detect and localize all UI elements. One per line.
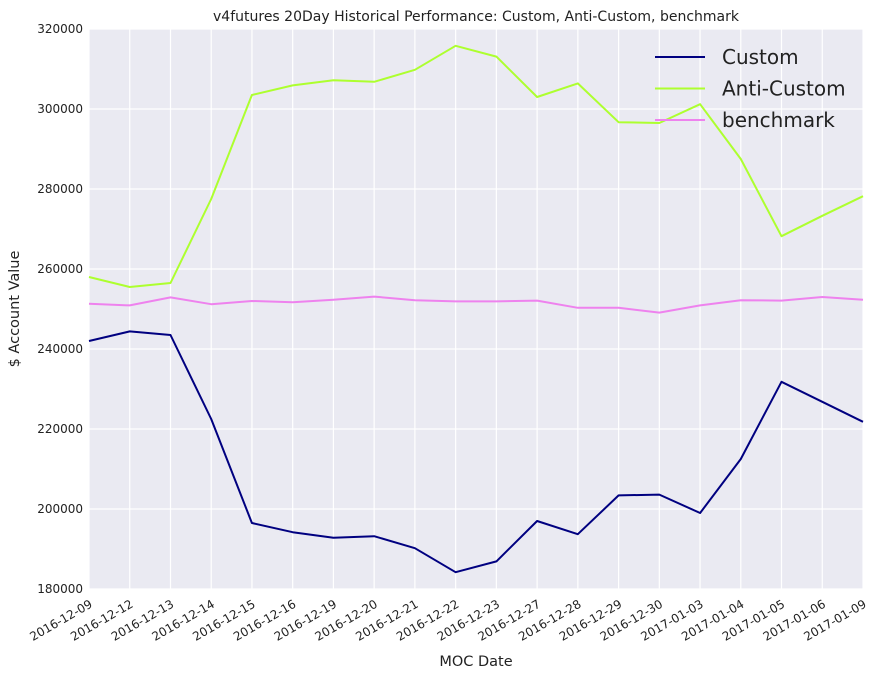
series-line-anti-custom xyxy=(88,44,864,288)
series-lines xyxy=(88,44,864,574)
y-tick-label: 240000 xyxy=(37,342,83,356)
legend: Custom Anti-Custom benchmark xyxy=(655,45,846,132)
y-tick-label: 260000 xyxy=(37,262,83,276)
y-tick-label: 180000 xyxy=(37,582,83,596)
y-tick-label: 220000 xyxy=(37,422,83,436)
grid-lines xyxy=(88,28,864,590)
series-line-benchmark xyxy=(88,295,864,314)
y-tick-label: 300000 xyxy=(37,102,83,116)
legend-label: Anti-Custom xyxy=(722,77,846,101)
legend-label: benchmark xyxy=(722,108,835,132)
x-axis-label: MOC Date xyxy=(439,654,512,670)
chart-title: v4futures 20Day Historical Performance: … xyxy=(213,9,740,25)
y-tick-labels: 180000 200000 220000 240000 260000 280000 3000… xyxy=(37,22,83,596)
y-axis-label: $ Account Value xyxy=(7,251,23,368)
y-tick-label: 200000 xyxy=(37,502,83,516)
y-tick-label: 280000 xyxy=(37,182,83,196)
y-tick-label: 320000 xyxy=(37,22,83,36)
x-tick-labels: 2016-12-092016-12-122016-12-132016-12-14… xyxy=(27,597,868,644)
series-line-custom xyxy=(88,330,864,574)
plot-area xyxy=(89,29,863,589)
legend-label: Custom xyxy=(722,45,799,69)
